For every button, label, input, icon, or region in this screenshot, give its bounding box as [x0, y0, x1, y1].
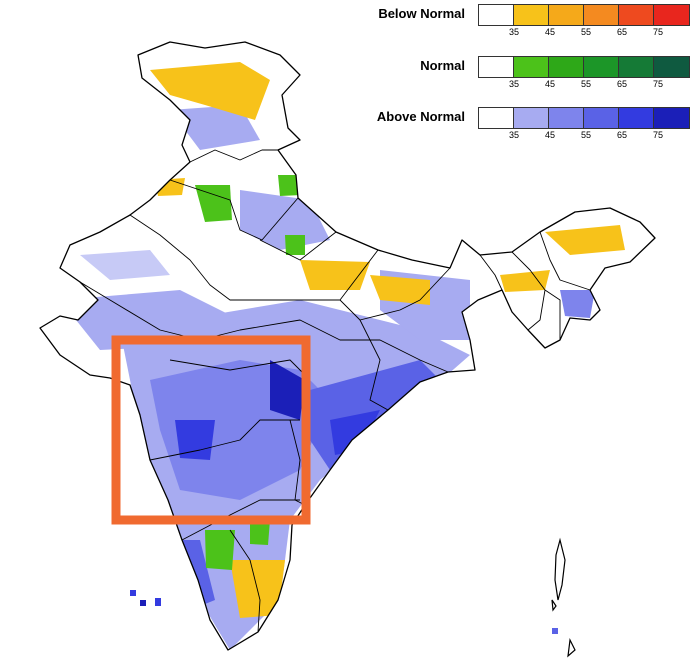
legend-swatch [654, 57, 689, 77]
legend-swatch [619, 57, 654, 77]
legend-tick-label: 75 [652, 130, 664, 140]
legend-row-above-normal: Above Normal 35 45 55 65 75 [360, 103, 700, 143]
legend-swatch [479, 108, 514, 128]
highlight-box [111, 335, 311, 525]
legend-swatch [654, 5, 689, 25]
legend-swatch [619, 5, 654, 25]
legend-ticks: 35 45 55 65 75 [478, 130, 700, 142]
legend-tick-label: 35 [508, 27, 520, 37]
legend-ticks: 35 45 55 65 75 [478, 79, 700, 91]
legend-swatch [584, 57, 619, 77]
legend-swatch [584, 108, 619, 128]
legend-color-bar [478, 56, 690, 78]
legend-swatch [654, 108, 689, 128]
legend-tick-label: 45 [544, 27, 556, 37]
legend-title: Below Normal [378, 6, 465, 21]
legend-title: Normal [420, 58, 465, 73]
legend-swatch [549, 57, 584, 77]
legend-tick-label: 55 [580, 130, 592, 140]
legend-tick-label: 45 [544, 130, 556, 140]
legend-tick-label: 55 [580, 27, 592, 37]
legend-row-normal: Normal 35 45 55 65 75 [360, 52, 700, 92]
legend-swatch [549, 5, 584, 25]
legend-tick-label: 35 [508, 79, 520, 89]
legend-tick-label: 35 [508, 130, 520, 140]
legend-swatch [514, 108, 549, 128]
legend-swatch [584, 5, 619, 25]
legend-tick-label: 65 [616, 79, 628, 89]
legend-swatch [549, 108, 584, 128]
legend-color-bar [478, 4, 690, 26]
legend-tick-label: 65 [616, 130, 628, 140]
legend-ticks: 35 45 55 65 75 [478, 27, 700, 39]
legend-color-bar [478, 107, 690, 129]
legend-tick-label: 45 [544, 79, 556, 89]
legend-tick-label: 75 [652, 79, 664, 89]
legend-tick-label: 65 [616, 27, 628, 37]
legend-row-below-normal: Below Normal 35 45 55 65 75 [360, 0, 700, 40]
legend-swatch [619, 108, 654, 128]
legend-swatch [479, 5, 514, 25]
legend-swatch [479, 57, 514, 77]
legend-swatch [514, 5, 549, 25]
legend-swatch [514, 57, 549, 77]
legend-tick-label: 55 [580, 79, 592, 89]
legend-tick-label: 75 [652, 27, 664, 37]
legend-title: Above Normal [376, 109, 465, 124]
